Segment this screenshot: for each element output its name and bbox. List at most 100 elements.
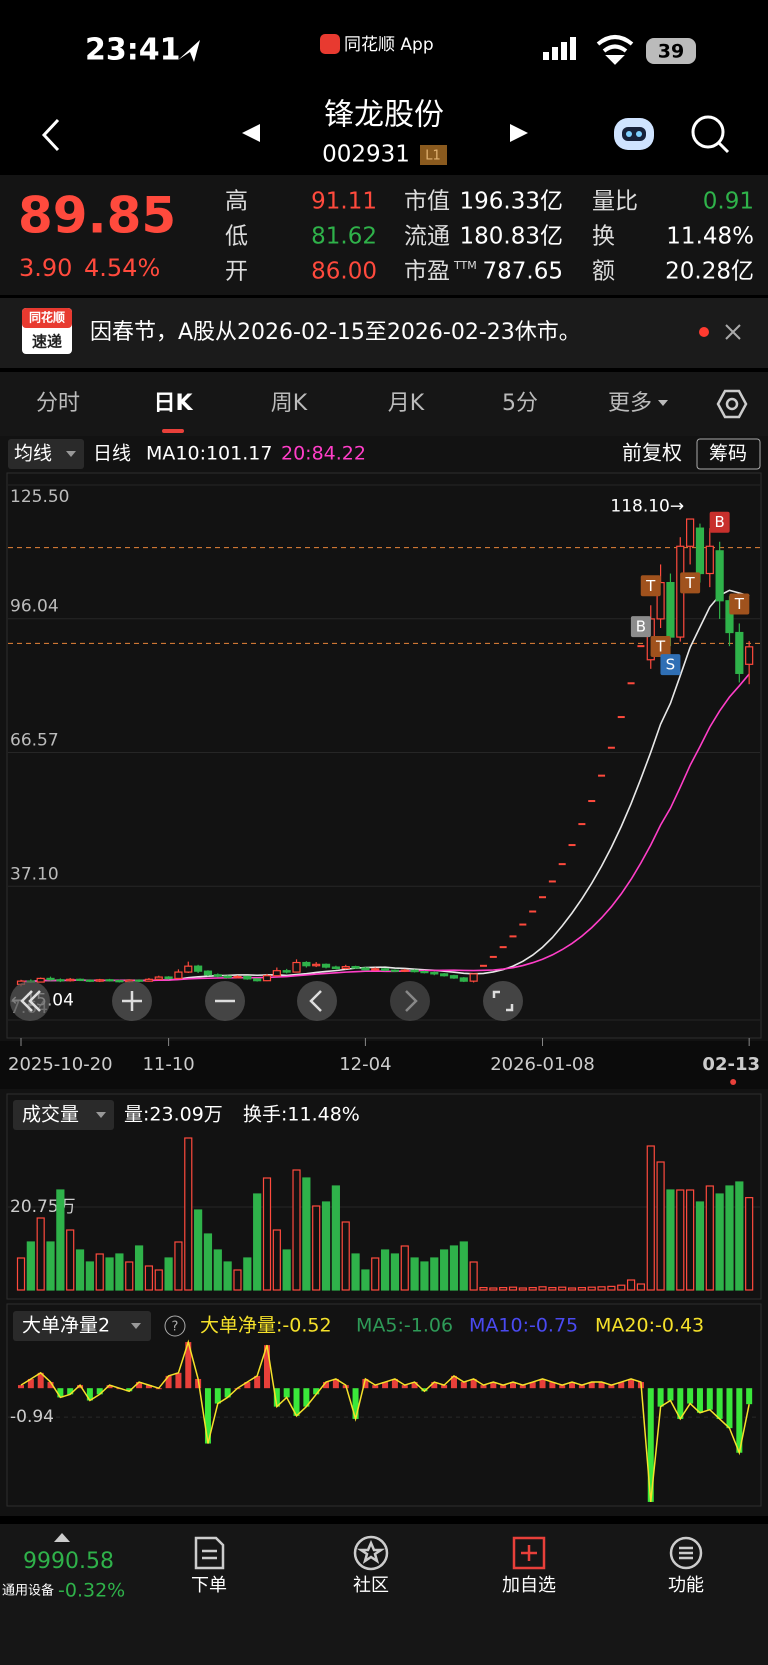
zoom-out-full[interactable] xyxy=(10,981,50,1021)
net-bar xyxy=(510,1382,516,1389)
scroll-left[interactable] xyxy=(297,981,337,1021)
tab[interactable]: 分时 xyxy=(36,391,80,416)
nav-item[interactable]: 加自选 xyxy=(502,1575,556,1596)
signal-box xyxy=(729,593,750,615)
robot-icon[interactable] xyxy=(614,118,654,150)
adjust-select[interactable]: 前复权 xyxy=(622,441,682,465)
zoom-out[interactable] xyxy=(205,981,245,1021)
volume-bar xyxy=(95,1253,104,1291)
candle-body xyxy=(66,978,75,982)
volume-bar xyxy=(715,1193,724,1291)
chips-button[interactable]: 筹码 xyxy=(709,443,747,465)
volume-bar xyxy=(164,1257,173,1291)
stock-name: 锋龙股份 xyxy=(324,98,444,133)
candle-body xyxy=(312,963,321,967)
volume-bar xyxy=(558,1286,567,1291)
price-change-pct: 4.54% xyxy=(84,254,160,282)
index-name: 通用设备 xyxy=(2,1583,54,1599)
nav-item[interactable]: 功能 xyxy=(668,1575,704,1596)
candle-body xyxy=(105,979,114,982)
net-bar xyxy=(706,1388,713,1410)
volume-bar xyxy=(469,1261,478,1291)
candle-body xyxy=(420,971,429,974)
community-icon[interactable] xyxy=(353,1535,389,1571)
bottom-nav: 下单 社区 加自选 功能 xyxy=(191,1575,704,1596)
candle-body xyxy=(686,518,695,547)
volume-select-box[interactable] xyxy=(13,1100,114,1130)
limit-candle xyxy=(578,823,586,826)
notice-close[interactable] xyxy=(725,324,741,340)
settings-button[interactable] xyxy=(716,389,748,419)
search-button[interactable] xyxy=(691,115,730,154)
volume-bar xyxy=(538,1286,547,1291)
net-bar xyxy=(18,1385,24,1389)
net-bar xyxy=(283,1388,290,1398)
tab[interactable]: 日K xyxy=(153,391,193,416)
stat-label: 市盈 xyxy=(404,259,450,285)
tab[interactable]: 更多 xyxy=(608,391,652,416)
stat-label: 量比 xyxy=(592,189,638,215)
order-icon[interactable] xyxy=(194,1536,225,1570)
y-tick-label: -0.94 xyxy=(10,1407,54,1427)
tab[interactable]: 5分 xyxy=(502,391,538,416)
stat-value: 787.65 xyxy=(483,259,563,285)
limit-candle xyxy=(548,880,556,883)
candle-body xyxy=(253,978,262,982)
back-button[interactable] xyxy=(41,118,60,152)
function-icon[interactable] xyxy=(669,1536,703,1570)
net-bar xyxy=(352,1388,359,1419)
add-watch-icon[interactable] xyxy=(512,1536,546,1570)
net-bar xyxy=(401,1385,408,1389)
net-bar xyxy=(244,1382,251,1389)
volume-bar xyxy=(548,1286,557,1291)
candle-body xyxy=(262,975,272,982)
volume-bar xyxy=(528,1286,537,1291)
next-stock[interactable] xyxy=(510,124,528,142)
tab[interactable]: 周K xyxy=(271,391,308,416)
x-tick-label: 11-10 xyxy=(142,1054,194,1075)
stat-value: 11.48% xyxy=(666,224,754,250)
candle-body xyxy=(371,968,380,971)
level-text: L1 xyxy=(425,149,441,164)
signal-label: T xyxy=(685,574,696,592)
volume-turnover: 换手:11.48% xyxy=(243,1104,360,1126)
index-value[interactable]: 9990.58 xyxy=(23,1549,114,1574)
nav-item[interactable]: 下单 xyxy=(191,1575,227,1596)
y-tick-label: 96.04 xyxy=(10,597,59,617)
candle-body xyxy=(449,975,459,979)
ma-select-box[interactable] xyxy=(8,439,84,469)
net-bar xyxy=(569,1382,576,1389)
net-bar xyxy=(588,1382,595,1389)
help-circle[interactable] xyxy=(164,1315,186,1337)
net-bar xyxy=(391,1378,398,1389)
net-bar xyxy=(106,1385,113,1389)
prev-stock[interactable] xyxy=(242,124,260,142)
chips-box[interactable] xyxy=(696,438,761,470)
limit-candle xyxy=(499,946,507,949)
notice-text[interactable]: 因春节，A股从2026-02-15至2026-02-23休市。 xyxy=(90,320,581,345)
candle-body xyxy=(282,970,291,973)
tab[interactable]: 月K xyxy=(388,391,425,416)
net-bar xyxy=(382,1382,389,1389)
ma-select[interactable]: 均线 xyxy=(14,443,52,465)
volume-bar xyxy=(105,1257,114,1291)
dropdown-arrow xyxy=(131,1323,141,1329)
nav-item[interactable]: 社区 xyxy=(353,1575,389,1596)
volume-bar xyxy=(400,1245,409,1291)
ma10-label: MA10:101.17 xyxy=(146,443,272,465)
fullscreen[interactable] xyxy=(483,981,523,1021)
battery-icon xyxy=(646,38,696,64)
help-icon[interactable]: ? xyxy=(172,1320,179,1335)
indicator-select-box[interactable] xyxy=(13,1311,151,1341)
volume-bar xyxy=(449,1245,459,1291)
volume-bar xyxy=(636,1283,646,1291)
stock-code: 002931 xyxy=(322,142,410,168)
volume-bar xyxy=(282,1249,291,1291)
candle-body xyxy=(390,969,400,972)
indicator-select[interactable]: 大单净量2 xyxy=(22,1315,110,1337)
volume-select[interactable]: 成交量 xyxy=(22,1104,79,1126)
zoom-in[interactable] xyxy=(112,981,152,1021)
net-bar xyxy=(470,1378,477,1389)
scroll-right[interactable] xyxy=(390,981,430,1021)
